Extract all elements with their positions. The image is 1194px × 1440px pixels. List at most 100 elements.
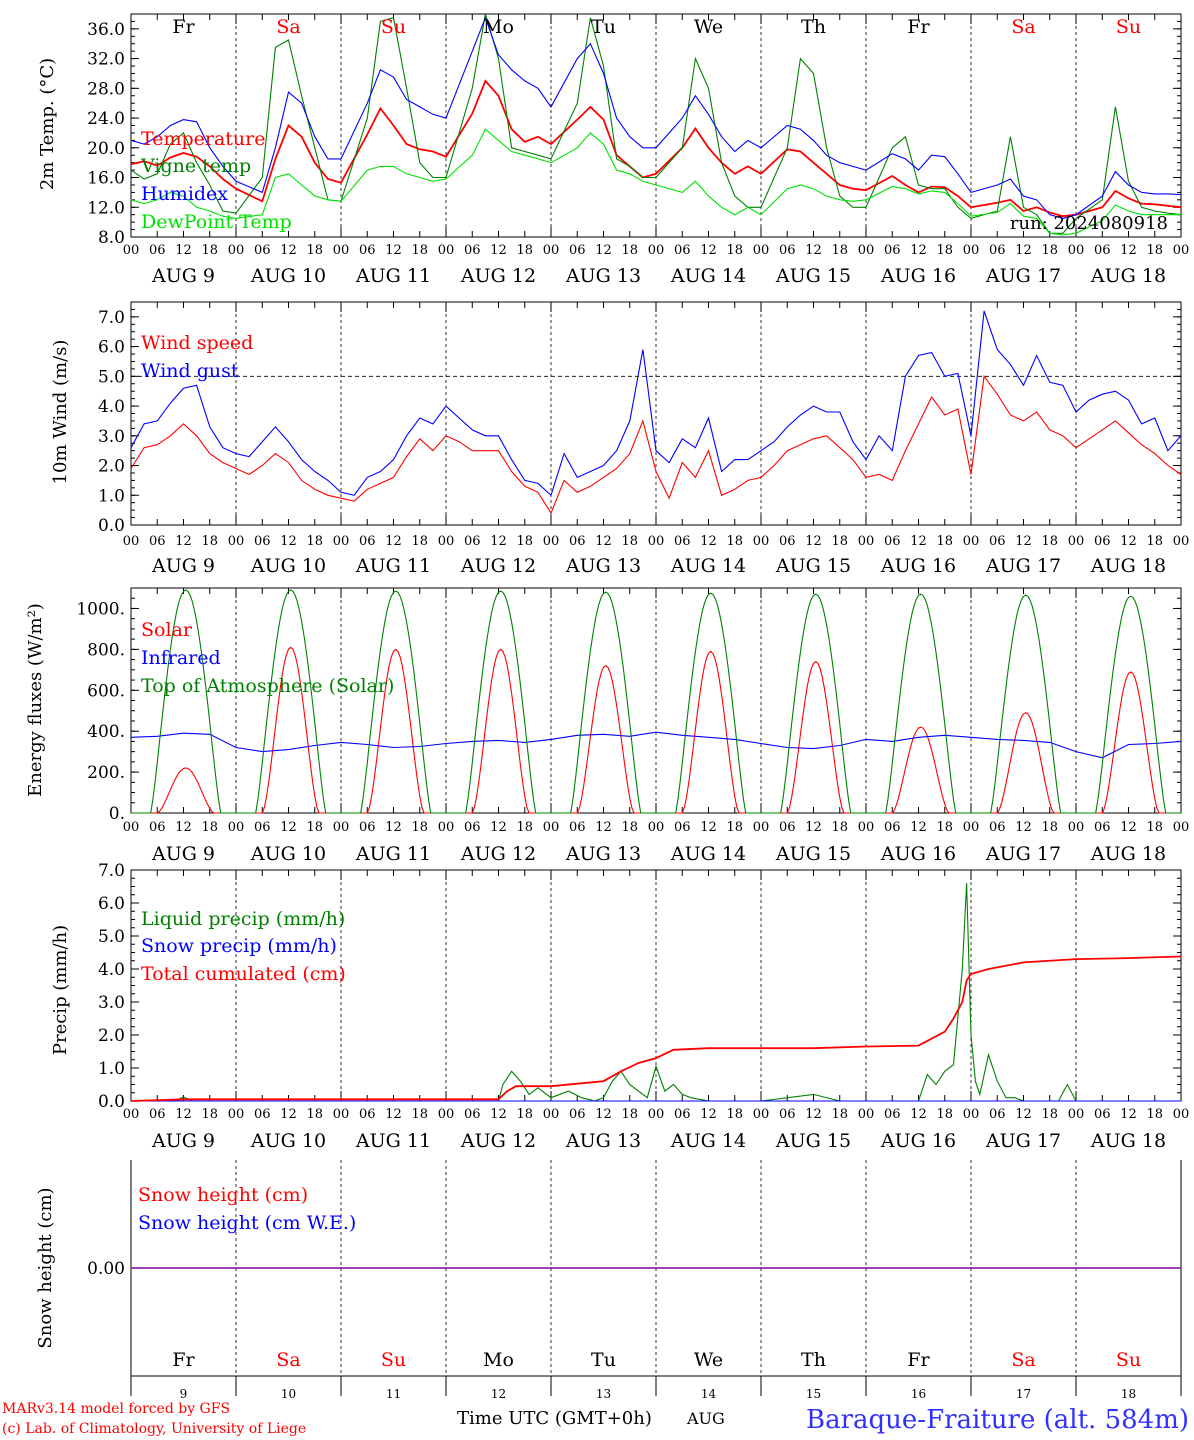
hour-tick-label: 18 — [1146, 820, 1163, 835]
hour-tick-label: 00 — [1068, 1107, 1085, 1122]
weekday-label: Th — [801, 16, 826, 38]
legend-entry: Snow height (cm W.E.) — [138, 1212, 356, 1234]
y-tick-label: 8.0 — [98, 228, 125, 248]
day-label: AUG 17 — [985, 1130, 1061, 1152]
day-label: AUG 16 — [880, 843, 956, 865]
panel-frame — [130, 301, 1182, 526]
hour-tick-label: 06 — [149, 243, 166, 258]
y-tick-label: 28.0 — [87, 79, 125, 99]
day-label: AUG 15 — [775, 265, 851, 287]
hour-tick-label: 18 — [1146, 534, 1163, 549]
y-tick-label: 400. — [87, 722, 125, 742]
hour-tick-label: 06 — [1094, 1107, 1111, 1122]
day-label: AUG 14 — [670, 555, 746, 577]
legend-entry: Top of Atmosphere (Solar) — [141, 675, 394, 697]
hour-tick-label: 06 — [1094, 534, 1111, 549]
hour-tick-label: 12 — [910, 243, 927, 258]
day-label: AUG 14 — [670, 1130, 746, 1152]
hour-tick-label: 12 — [385, 243, 402, 258]
hour-tick-label: 00 — [228, 243, 245, 258]
hour-tick-label: 18 — [936, 1107, 953, 1122]
y-axis-label: 2m Temp. (°C) — [37, 58, 58, 190]
day-label: AUG 12 — [460, 843, 536, 865]
hour-tick-label: 06 — [254, 534, 271, 549]
series-line — [130, 731, 1182, 759]
hour-tick-label: 06 — [254, 243, 271, 258]
day-label: AUG 9 — [151, 265, 215, 287]
y-tick-label: 12.0 — [87, 198, 125, 218]
hour-tick-label: 12 — [910, 1107, 927, 1122]
day-label: AUG 17 — [985, 265, 1061, 287]
hour-tick-label: 12 — [490, 534, 507, 549]
legend-entry: Liquid precip (mm/h) — [141, 908, 345, 930]
hour-tick-label: 00 — [963, 243, 980, 258]
weekday-label: Sa — [276, 16, 300, 38]
hour-tick-label: 18 — [201, 1107, 218, 1122]
series-line — [130, 79, 1182, 218]
weekday-label: Fr — [172, 1349, 195, 1371]
series-line — [131, 589, 1181, 814]
hour-tick-label: 00 — [1173, 243, 1190, 258]
hour-tick-label: 06 — [989, 534, 1006, 549]
hour-tick-label: 06 — [884, 534, 901, 549]
hour-tick-label: 00 — [753, 1107, 770, 1122]
y-tick-label: 36.0 — [87, 20, 125, 40]
weekday-label: We — [694, 1349, 723, 1371]
hour-tick-label: 12 — [1015, 243, 1032, 258]
hour-tick-label: 06 — [359, 243, 376, 258]
day-label: AUG 13 — [565, 265, 641, 287]
y-tick-label: 3.0 — [98, 993, 125, 1013]
hour-tick-label: 18 — [936, 243, 953, 258]
hour-tick-label: 12 — [805, 534, 822, 549]
hour-tick-label: 00 — [123, 534, 140, 549]
day-number-label: 15 — [806, 1387, 821, 1401]
y-tick-label: 6.0 — [98, 338, 125, 358]
legend-entry: Vigne temp — [140, 155, 251, 177]
hour-tick-label: 12 — [805, 1107, 822, 1122]
day-label: AUG 11 — [355, 843, 431, 865]
legend-entry: Humidex — [141, 183, 228, 205]
day-number-label: 10 — [281, 1387, 296, 1401]
y-tick-label: 7.0 — [98, 861, 125, 881]
hour-tick-label: 18 — [411, 243, 428, 258]
hour-tick-label: 18 — [936, 534, 953, 549]
hour-tick-label: 06 — [149, 1107, 166, 1122]
day-label: AUG 9 — [151, 1130, 215, 1152]
day-label: AUG 13 — [565, 1130, 641, 1152]
hour-tick-label: 12 — [280, 1107, 297, 1122]
y-tick-label: 20.0 — [87, 139, 125, 159]
hour-tick-label: 06 — [464, 820, 481, 835]
hour-tick-label: 00 — [333, 820, 350, 835]
hour-tick-label: 18 — [726, 820, 743, 835]
series-line — [130, 374, 1182, 515]
hour-tick-label: 06 — [1094, 243, 1111, 258]
hour-tick-label: 12 — [490, 243, 507, 258]
hour-tick-label: 06 — [569, 243, 586, 258]
hour-tick-label: 12 — [1120, 243, 1137, 258]
hour-tick-label: 06 — [254, 1107, 271, 1122]
y-tick-label: 16.0 — [87, 169, 125, 189]
hour-tick-label: 00 — [543, 243, 560, 258]
footer-lab-credit: (c) Lab. of Climatology, University of L… — [2, 1421, 306, 1437]
hour-tick-label: 18 — [1041, 820, 1058, 835]
hour-tick-label: 18 — [831, 243, 848, 258]
hour-tick-label: 18 — [516, 534, 533, 549]
day-number-label: 17 — [1016, 1387, 1031, 1401]
hour-tick-label: 12 — [910, 534, 927, 549]
hour-tick-label: 12 — [1120, 1107, 1137, 1122]
hour-tick-label: 18 — [621, 243, 638, 258]
hour-tick-label: 06 — [149, 534, 166, 549]
hour-tick-label: 18 — [201, 243, 218, 258]
day-label: AUG 11 — [355, 555, 431, 577]
day-label: AUG 15 — [775, 843, 851, 865]
day-label: AUG 18 — [1090, 1130, 1166, 1152]
weekday-label: Tu — [591, 1349, 616, 1371]
hour-tick-label: 00 — [438, 820, 455, 835]
hour-tick-label: 18 — [516, 1107, 533, 1122]
series-line — [130, 310, 1182, 497]
hour-tick-label: 00 — [963, 534, 980, 549]
series-line — [130, 955, 1182, 1102]
hour-tick-label: 00 — [1068, 243, 1085, 258]
y-tick-label: 800. — [87, 640, 125, 660]
